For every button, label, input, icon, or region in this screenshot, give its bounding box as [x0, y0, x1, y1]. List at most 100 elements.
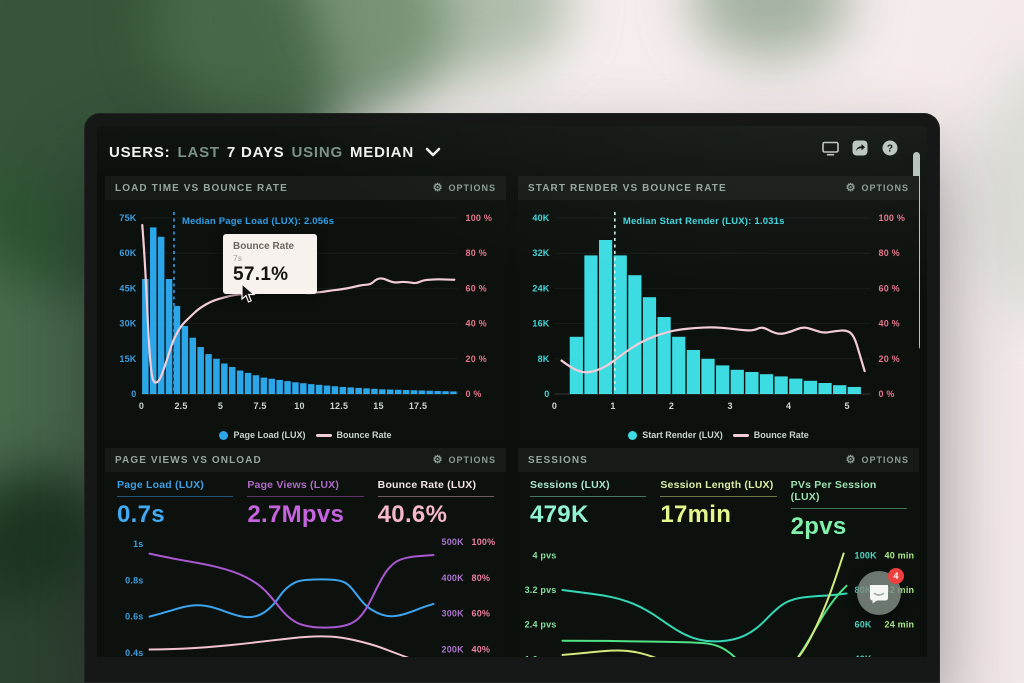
display-icon[interactable]	[821, 139, 839, 157]
help-icon[interactable]: ?	[881, 139, 899, 157]
notification-badge: 4	[888, 568, 904, 584]
svg-text:1: 1	[610, 401, 615, 411]
title-aggregate[interactable]: MEDIAN	[349, 143, 414, 161]
panel-header: SESSIONS ⚙ OPTIONS	[518, 448, 919, 472]
svg-text:15: 15	[373, 401, 383, 411]
svg-text:3.2 pvs: 3.2 pvs	[525, 585, 557, 595]
stat-page-load: Page Load (LUX) 0.7s	[117, 479, 234, 529]
svg-text:7.5: 7.5	[253, 401, 266, 411]
panel-header: PAGE VIEWS VS ONLOAD ⚙ OPTIONS	[105, 448, 506, 472]
legend-dot	[628, 430, 638, 440]
tooltip-value: 57.1%	[233, 264, 289, 285]
svg-text:80 %: 80 %	[466, 248, 487, 258]
gear-icon: ⚙	[432, 453, 444, 466]
svg-text:0.8s: 0.8s	[125, 575, 143, 585]
start-render-chart[interactable]: 40K 32K 24K 16K 8K 0 100 % 80 % 60 % 40 % 20 % 0 % 0…	[518, 200, 919, 428]
svg-text:45K: 45K	[119, 283, 136, 293]
laptop: USERS: LAST 7 DAYS USING MEDIAN	[84, 113, 940, 683]
panel-header: START RENDER VS BOUNCE RATE ⚙ OPTIONS	[518, 176, 919, 200]
dashboard-grid: LOAD TIME VS BOUNCE RATE ⚙ OPTIONS 75K 60…	[105, 176, 919, 657]
options-button[interactable]: ⚙ OPTIONS	[432, 181, 496, 194]
svg-text:80%: 80%	[472, 573, 491, 583]
stats-row: Page Load (LUX) 0.7s Page Views (LUX) 2.…	[105, 472, 506, 531]
svg-text:20 %: 20 %	[466, 354, 487, 364]
panel-title: LOAD TIME VS BOUNCE RATE	[115, 182, 288, 194]
header-toolbar: ?	[821, 139, 899, 157]
svg-text:60K: 60K	[119, 248, 136, 258]
panel-body: 40K 32K 24K 16K 8K 0 100 % 80 % 60 % 40 % 20 % 0 % 0…	[518, 200, 919, 442]
svg-text:80 %: 80 %	[879, 248, 900, 258]
svg-text:8K: 8K	[538, 354, 550, 364]
stat-underline	[530, 496, 647, 497]
chat-bubble-icon	[870, 584, 888, 603]
svg-text:500K: 500K	[442, 537, 465, 547]
svg-text:5: 5	[844, 401, 849, 411]
svg-text:0.6s: 0.6s	[125, 612, 143, 622]
svg-text:100%: 100%	[472, 537, 496, 547]
stat-session-length: Session Length (LUX) 17min	[660, 479, 777, 541]
panel-body: 75K 60K 45K 30K 15K 0 100 % 80 % 60 % 40 % 20 % 0 %…	[105, 200, 506, 442]
stat-underline	[377, 496, 494, 497]
svg-text:10: 10	[294, 401, 304, 411]
page-views-onload-chart[interactable]: 1s 0.8s 0.6s 0.4s 500K 400K 300K 200K 100% 80% 60%…	[105, 531, 506, 657]
svg-text:16K: 16K	[532, 319, 549, 329]
tooltip-series: Bounce Rate	[233, 241, 295, 252]
mouse-cursor-icon	[241, 282, 256, 308]
legend-item-bounce-rate[interactable]: Bounce Rate	[732, 430, 809, 440]
chart-legend: Start Render (LUX) Bounce Rate	[518, 428, 919, 442]
stat-label: PVs Per Session (LUX)	[790, 479, 877, 503]
svg-text:60 %: 60 %	[879, 283, 900, 293]
svg-text:0 %: 0 %	[466, 389, 482, 399]
svg-text:0: 0	[544, 389, 549, 399]
chart-legend: Page Load (LUX) Bounce Rate	[105, 428, 506, 442]
legend-item-page-load[interactable]: Page Load (LUX)	[219, 430, 306, 440]
svg-text:0: 0	[552, 401, 557, 411]
plant-leaf	[690, 0, 850, 60]
page-title: USERS: LAST 7 DAYS USING MEDIAN	[109, 144, 441, 161]
title-range[interactable]: 7 DAYS	[226, 143, 285, 161]
stat-value: 2.7Mpvs	[247, 501, 345, 528]
svg-text:40 %: 40 %	[466, 319, 487, 329]
svg-text:17.5: 17.5	[409, 401, 427, 411]
legend-dot	[219, 430, 229, 440]
panel-sessions: SESSIONS ⚙ OPTIONS Sessions (LUX) 479K	[518, 448, 919, 657]
stat-underline	[790, 508, 907, 509]
panel-title: START RENDER VS BOUNCE RATE	[528, 182, 727, 194]
chat-launcher-button[interactable]: 4	[857, 568, 904, 615]
svg-text:0: 0	[131, 389, 136, 399]
panel-header: LOAD TIME VS BOUNCE RATE ⚙ OPTIONS	[105, 176, 506, 200]
options-button[interactable]: ⚙ OPTIONS	[432, 453, 496, 466]
options-button[interactable]: ⚙ OPTIONS	[845, 181, 909, 194]
svg-text:300K: 300K	[442, 609, 465, 619]
svg-text:0: 0	[139, 401, 144, 411]
legend-item-bounce-rate[interactable]: Bounce Rate	[315, 430, 392, 440]
svg-text:40 min: 40 min	[885, 551, 915, 561]
legend-item-start-render[interactable]: Start Render (LUX)	[628, 430, 723, 440]
stat-underline	[660, 496, 777, 497]
svg-text:20 %: 20 %	[879, 354, 900, 364]
svg-text:3: 3	[727, 401, 732, 411]
options-button[interactable]: ⚙ OPTIONS	[845, 453, 909, 466]
share-icon[interactable]	[851, 139, 869, 157]
stat-underline	[117, 496, 234, 497]
svg-text:40 %: 40 %	[879, 319, 900, 329]
stat-label: Session Length (LUX)	[660, 479, 774, 491]
stats-row: Sessions (LUX) 479K Session Length (LUX)…	[518, 472, 919, 543]
svg-text:4: 4	[786, 401, 791, 411]
chart-tooltip: Bounce Rate 7s 57.1%	[223, 234, 317, 294]
svg-text:15K: 15K	[119, 354, 136, 364]
svg-text:75K: 75K	[119, 213, 136, 223]
title-using: USING	[291, 143, 343, 161]
stat-label: Bounce Rate (LUX)	[377, 479, 477, 491]
svg-text:Median Start Render (LUX): 1.0: Median Start Render (LUX): 1.031s	[623, 216, 785, 227]
stat-value: 2pvs	[790, 513, 847, 540]
stat-underline	[247, 496, 364, 497]
svg-text:32K: 32K	[532, 248, 549, 258]
stat-bounce-rate: Bounce Rate (LUX) 40.6%	[377, 479, 494, 529]
svg-text:1s: 1s	[133, 539, 143, 549]
svg-text:2.4 pvs: 2.4 pvs	[525, 620, 557, 630]
svg-text:24 min: 24 min	[885, 620, 915, 630]
chevron-down-icon[interactable]	[425, 147, 441, 157]
